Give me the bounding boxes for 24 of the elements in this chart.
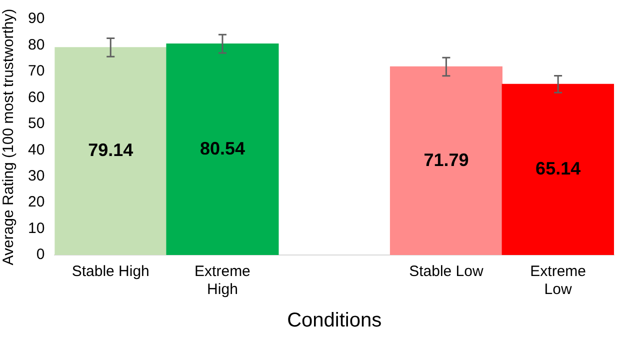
bar [166, 43, 279, 255]
x-tick-label: Extreme High [194, 263, 250, 298]
bar [54, 47, 167, 255]
y-tick-label: 90 [28, 10, 45, 28]
x-tick-label: Stable High [72, 263, 150, 280]
x-axis-title: Conditions [287, 310, 382, 332]
x-tick-label: Extreme Low [530, 263, 586, 298]
y-axis-title: Average Rating (100 most trustworthy) [0, 8, 18, 266]
bar [390, 66, 502, 255]
y-tick-label: 60 [28, 88, 45, 106]
x-tick-label: Stable Low [409, 263, 484, 280]
data-label: 80.54 [200, 138, 246, 158]
data-label: 79.14 [88, 140, 134, 160]
y-tick-label: 70 [28, 62, 45, 80]
y-tick-label: 30 [28, 167, 45, 184]
y-tick-label: 80 [28, 36, 45, 54]
bar [502, 84, 614, 255]
y-tick-label: 40 [28, 141, 45, 158]
y-tick-label: 0 [36, 246, 45, 264]
data-label: 71.79 [424, 150, 469, 170]
data-label: 65.14 [536, 158, 581, 179]
y-tick-label: 10 [28, 220, 45, 237]
y-tick-label: 50 [28, 115, 45, 132]
y-tick-label: 20 [28, 194, 45, 211]
